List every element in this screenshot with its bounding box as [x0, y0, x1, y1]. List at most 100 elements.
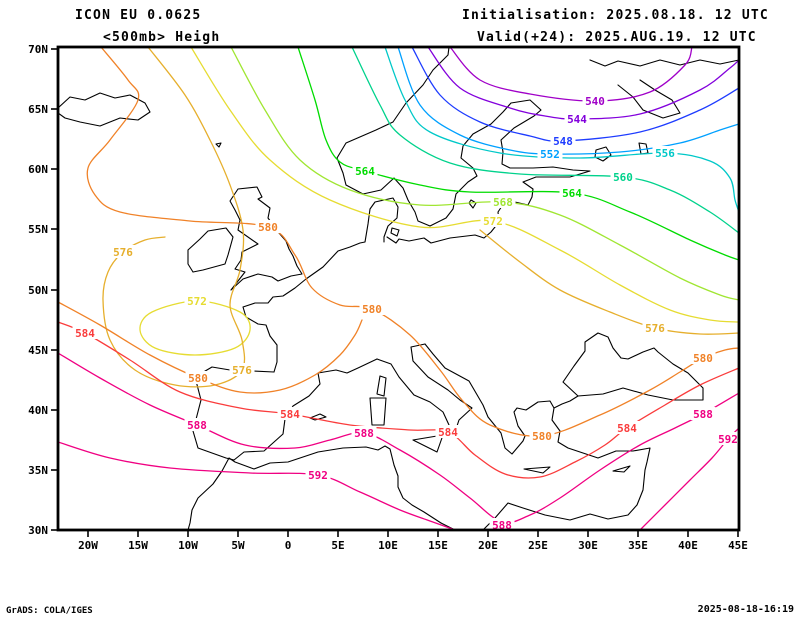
- contour-label-mask: [352, 164, 378, 177]
- lat-tick-label: 65N: [28, 103, 48, 116]
- contour-label-mask: [351, 426, 377, 439]
- contour-line-580: [86, 47, 739, 437]
- contour-label-572: 572: [187, 295, 207, 308]
- contour-label-576: 576: [232, 364, 252, 377]
- lon-tick-label: 5E: [331, 539, 344, 552]
- contour-label-mask: [184, 294, 210, 307]
- coastline: [612, 465, 631, 473]
- contour-label-mask: [489, 518, 515, 531]
- lat-tick-label: 60N: [28, 163, 48, 176]
- contour-label-540: 540: [585, 95, 605, 108]
- contour-label-mask: [715, 432, 741, 445]
- lat-tick-label: 30N: [28, 524, 48, 537]
- contour-line-564: [297, 47, 739, 261]
- contour-label-588: 588: [693, 408, 713, 421]
- contour-line-560: [351, 47, 739, 234]
- contour-label-mask: [642, 321, 668, 334]
- coastline: [309, 413, 327, 421]
- valid-time: Valid(+24): 2025.AUG.19. 12 UTC: [477, 30, 757, 45]
- contour-line-588: [58, 352, 739, 524]
- contour-label-576: 576: [645, 322, 665, 335]
- contour-label-548: 548: [553, 135, 573, 148]
- contour-label-580: 580: [188, 372, 208, 385]
- contour-label-mask: [690, 351, 716, 364]
- coastline: [187, 227, 234, 273]
- coastline: [376, 375, 387, 397]
- contour-label-572: 572: [483, 215, 503, 228]
- contour-label-592: 592: [308, 469, 328, 482]
- coastline: [523, 466, 551, 474]
- contour-label-mask: [564, 112, 590, 125]
- coastline: [589, 59, 739, 67]
- contour-label-mask: [537, 147, 563, 160]
- contour-label-mask: [690, 407, 716, 420]
- contour-label-580: 580: [362, 303, 382, 316]
- contour-label-mask: [255, 220, 281, 233]
- contour-line-540: [449, 47, 693, 102]
- contour-label-mask: [490, 195, 516, 208]
- coastline: [305, 197, 399, 280]
- contour-line-592: [58, 441, 456, 530]
- contour-line-572: [139, 300, 251, 356]
- lat-tick-label: 70N: [28, 43, 48, 56]
- contour-label-556: 556: [655, 147, 675, 160]
- axes-layer: 20W 15W 10W 5W 0 5E 10E 15E 20E 25E 30E 35E 40E 45E 70…: [28, 43, 748, 552]
- coastline: [482, 407, 651, 530]
- contour-line-548: [411, 47, 739, 142]
- lon-tick-label: 35E: [628, 539, 648, 552]
- coastline: [468, 199, 477, 209]
- contour-label-mask: [110, 245, 136, 258]
- contour-label-mask: [305, 468, 331, 481]
- lat-tick-label: 35N: [28, 464, 48, 477]
- lon-tick-label: 30E: [578, 539, 598, 552]
- coastline: [58, 92, 151, 127]
- contour-label-580: 580: [258, 221, 278, 234]
- lat-tick-label: 55N: [28, 223, 48, 236]
- lon-tick-label: 0: [285, 539, 292, 552]
- contour-line-580: [58, 301, 363, 394]
- coastline: [562, 332, 704, 401]
- lon-tick-label: 45E: [728, 539, 748, 552]
- contour-label-mask: [614, 421, 640, 434]
- contour-label-mask: [610, 170, 636, 183]
- coastline: [192, 358, 378, 461]
- contour-label-mask: [550, 134, 576, 147]
- lon-tick-label: 5W: [231, 539, 245, 552]
- contour-label-552: 552: [540, 148, 560, 161]
- model-title: ICON EU 0.0625: [75, 8, 201, 23]
- contour-label-592: 592: [718, 433, 738, 446]
- coastline: [412, 434, 444, 453]
- contour-label-576: 576: [113, 246, 133, 259]
- contour-label-544: 544: [567, 113, 587, 126]
- contour-label-580: 580: [532, 430, 552, 443]
- contour-label-560: 560: [613, 171, 633, 184]
- grads-credit: GrADS: COLA/IGES: [6, 606, 93, 616]
- contour-line-544: [427, 47, 739, 120]
- lon-tick-label: 10W: [178, 539, 198, 552]
- coastline: [594, 146, 612, 162]
- lon-tick-label: 10E: [378, 539, 398, 552]
- coastline-layer: [58, 47, 739, 530]
- contour-label-564: 564: [562, 187, 582, 200]
- contour-label-mask: [277, 407, 303, 420]
- contour-label-mask: [72, 326, 98, 339]
- contour-label-mask: [529, 429, 555, 442]
- coastline: [376, 343, 473, 435]
- coastline: [369, 397, 387, 426]
- contour-line-584: [58, 321, 739, 479]
- contour-label-584: 584: [280, 408, 300, 421]
- lat-tick-label: 45N: [28, 344, 48, 357]
- coastline: [617, 79, 681, 119]
- contour-label-mask: [229, 363, 255, 376]
- init-time: Initialisation: 2025.08.18. 12 UTC: [462, 8, 769, 23]
- contour-label-mask: [185, 371, 211, 384]
- contour-label-588: 588: [187, 419, 207, 432]
- contour-line-576: [479, 229, 739, 335]
- contour-line-576: [102, 47, 246, 388]
- lon-tick-label: 20W: [78, 539, 98, 552]
- contour-label-mask: [559, 186, 585, 199]
- map-frame: [56, 45, 741, 532]
- lon-tick-label: 40E: [678, 539, 698, 552]
